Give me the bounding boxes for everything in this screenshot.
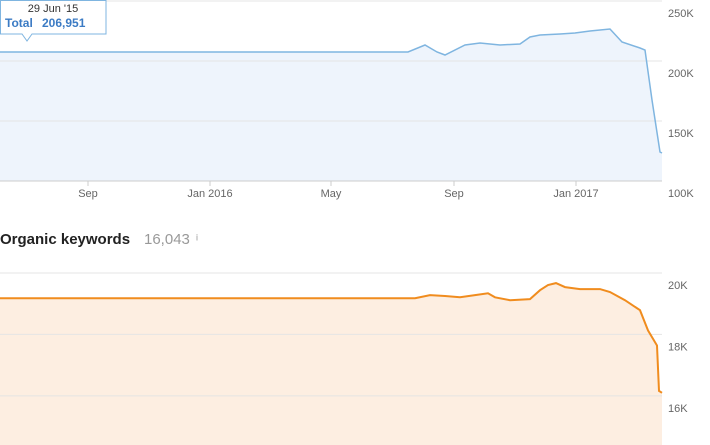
tooltip-date: 29 Jun '15 <box>28 3 78 15</box>
info-icon[interactable]: i <box>196 232 198 242</box>
x-tick-label: Jan 2017 <box>553 188 598 200</box>
tooltip-box <box>0 0 107 42</box>
data-line <box>0 282 663 394</box>
y-tick-label: 20K <box>668 280 688 292</box>
y-tick-label: 18K <box>668 341 688 353</box>
y-tick-label: 200K <box>668 68 694 80</box>
tooltip-value: 206,951 <box>42 16 86 30</box>
x-tick-label: Sep <box>444 188 464 200</box>
data-line <box>0 28 663 154</box>
y-tick-label: 16K <box>668 403 688 415</box>
chart-title: Organic keywords <box>0 231 130 248</box>
y-tick-label: 250K <box>668 8 694 20</box>
chart-subtitle: 16,043 <box>144 231 190 248</box>
area-fill <box>0 283 662 445</box>
area-fill <box>0 29 662 181</box>
y-tick-label: 100K <box>668 188 694 200</box>
x-tick-label: Jan 2016 <box>187 188 232 200</box>
y-tick-label: 150K <box>668 128 694 140</box>
tooltip-label: Total <box>5 16 33 30</box>
x-tick-label: Sep <box>78 188 98 200</box>
x-tick-label: May <box>321 188 342 200</box>
